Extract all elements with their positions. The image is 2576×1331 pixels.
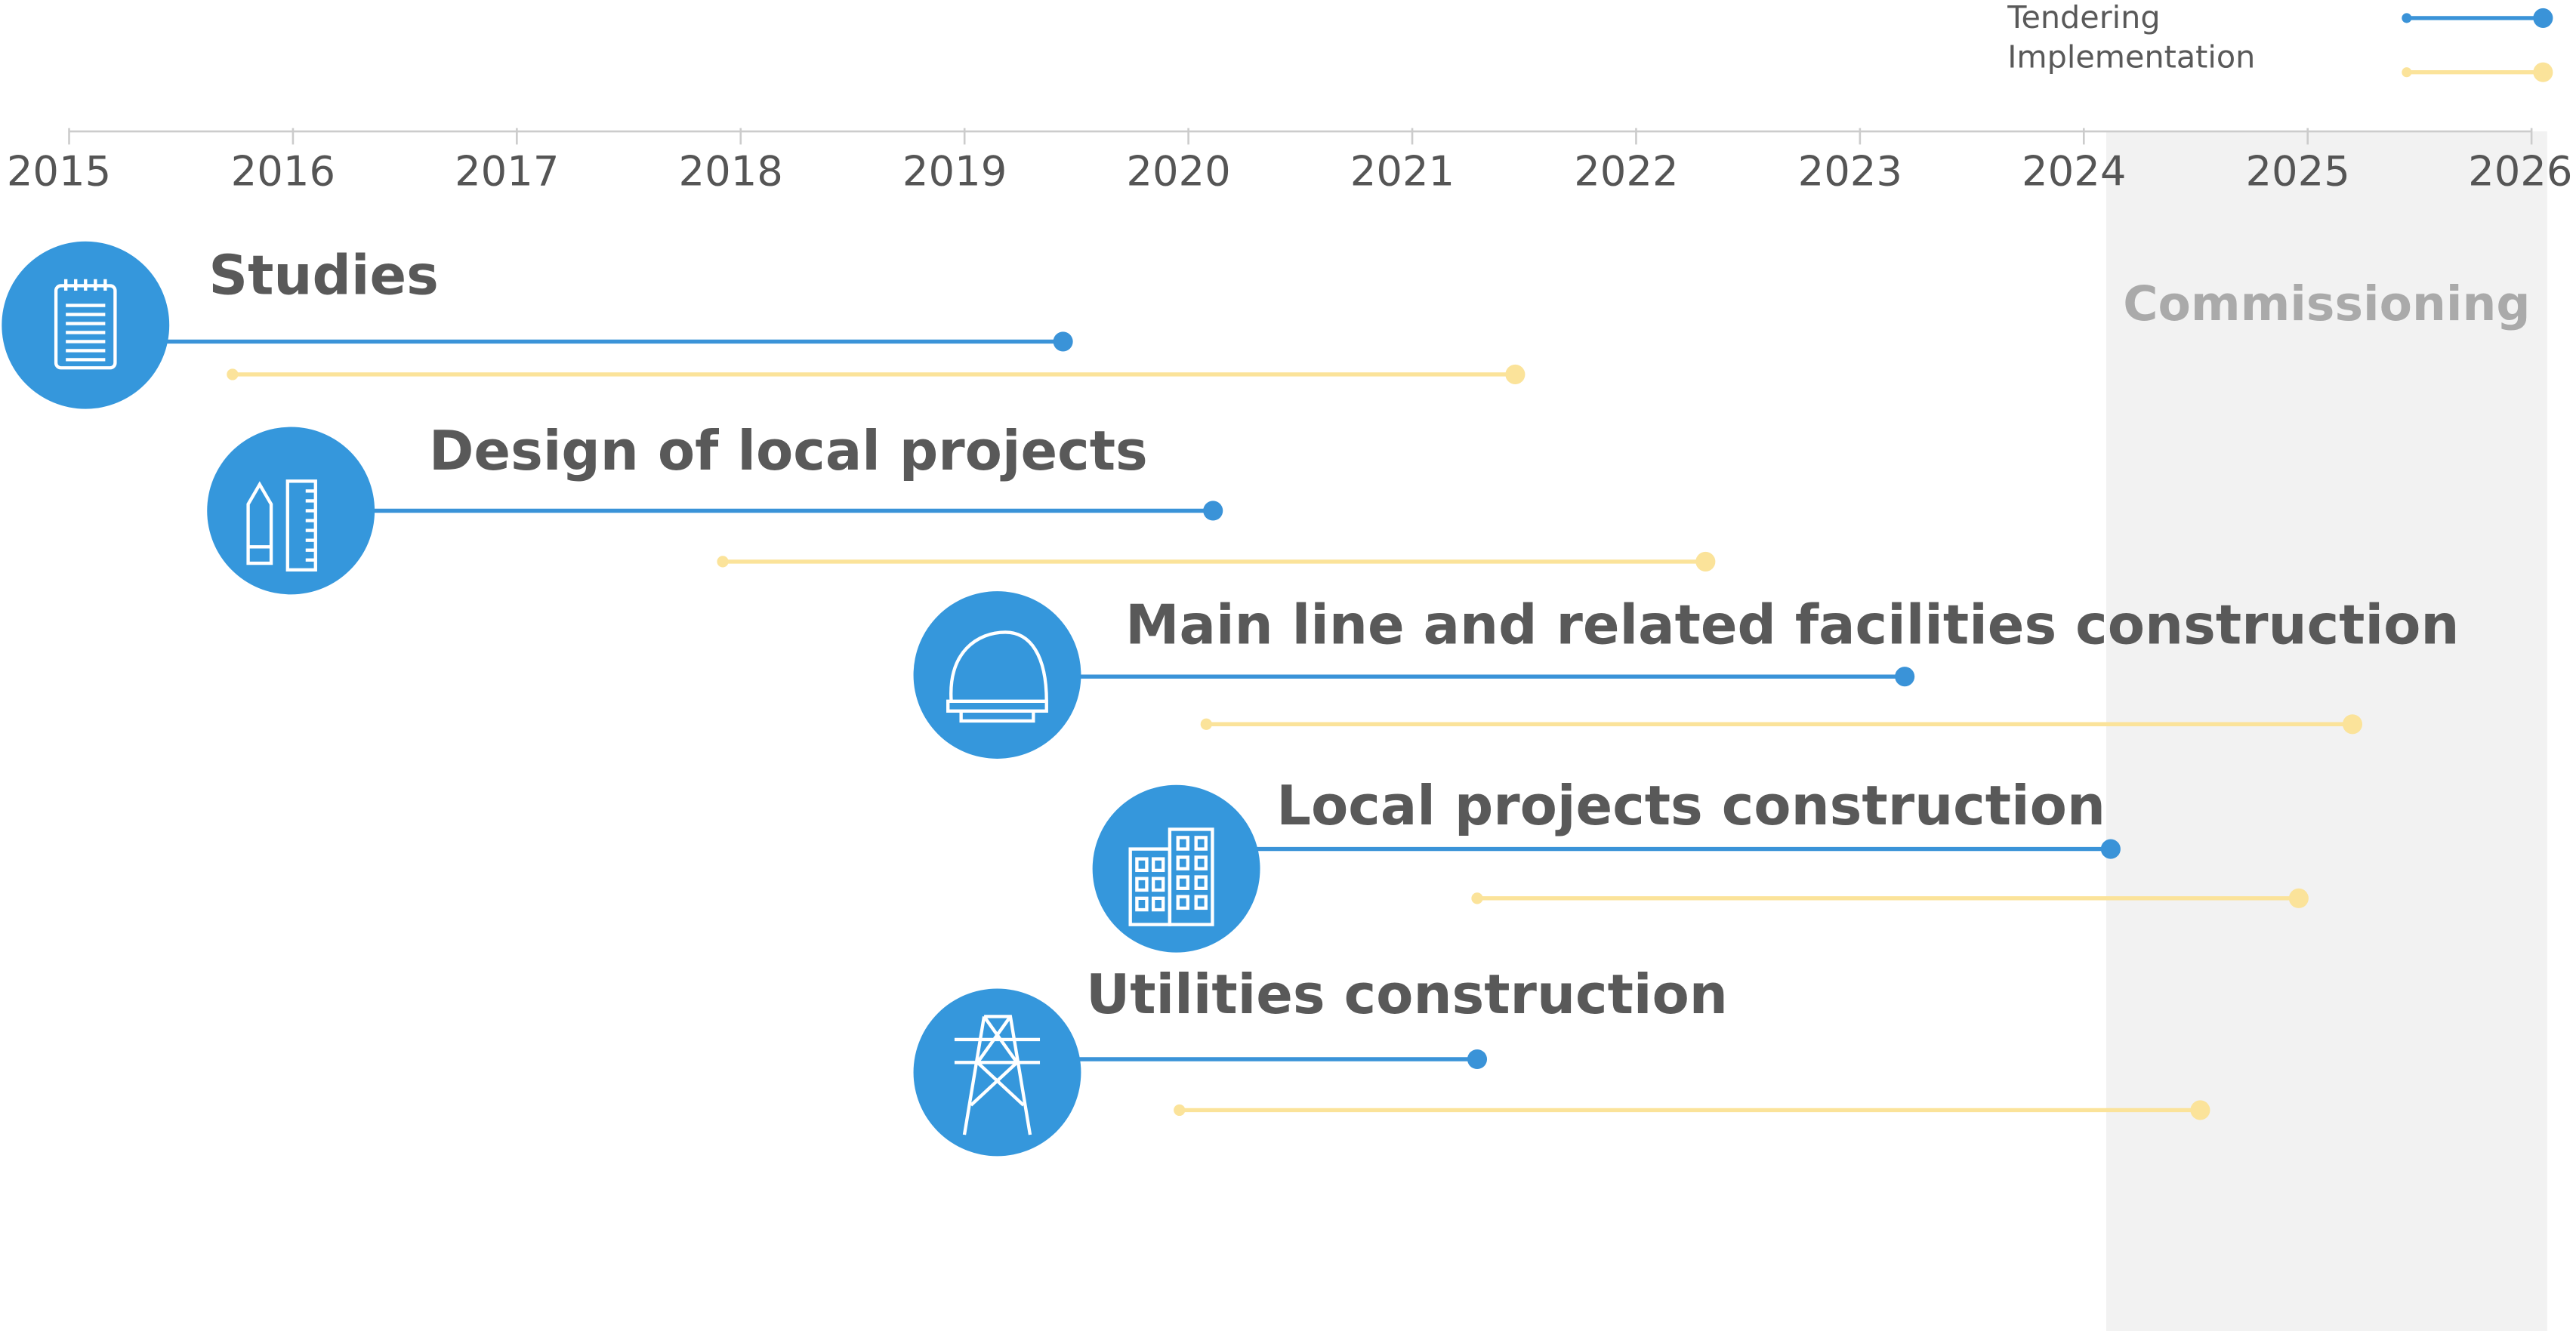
task-icon	[1092, 784, 1260, 953]
start-dot	[1200, 718, 1212, 730]
task-icon	[913, 988, 1081, 1157]
end-dot	[1895, 667, 1915, 687]
icon-shape	[954, 1015, 1041, 1135]
x-tick-label: 2026	[2468, 148, 2572, 196]
icon-circle	[913, 591, 1081, 759]
end-dot	[2100, 839, 2121, 859]
icon-shape	[1135, 896, 1149, 912]
task-icon	[913, 591, 1081, 759]
icon-shape	[946, 630, 1048, 723]
icon-shape	[1151, 896, 1165, 912]
task-label: Main line and related facilities constru…	[1125, 593, 2459, 657]
start-dot	[717, 556, 729, 568]
icon-shape	[1194, 875, 1208, 890]
icon-shape	[1168, 827, 1214, 926]
x-tick-label: 2024	[2022, 148, 2126, 196]
icon-shape	[1151, 877, 1165, 892]
end-dot	[1203, 501, 1223, 521]
icon-shape	[1194, 895, 1208, 910]
start-dot	[1174, 1104, 1186, 1117]
icon-shape	[1176, 855, 1189, 870]
task-label: Design of local projects	[429, 419, 1148, 482]
task-icon	[2, 241, 170, 409]
icon-shape	[1194, 855, 1208, 870]
icon-shape	[1176, 875, 1189, 890]
icon-shape	[1194, 836, 1208, 851]
icon-circle	[2, 241, 170, 409]
task-label: Studies	[208, 243, 438, 307]
icon-shape	[1135, 857, 1149, 873]
legend-label: Implementation	[2007, 39, 2255, 75]
icon-shape	[1135, 877, 1149, 892]
x-tick-label: 2023	[1798, 148, 1902, 196]
legend-label: Tendering	[2007, 0, 2160, 35]
legend-dot	[2533, 62, 2553, 82]
icon-circle	[913, 988, 1081, 1157]
x-tick-label: 2018	[679, 148, 783, 196]
icon-shape	[1176, 895, 1189, 910]
icon-shape	[246, 481, 273, 565]
legend-dot	[2402, 13, 2412, 23]
task-label: Local projects construction	[1276, 774, 2106, 837]
end-dot	[1695, 551, 1716, 572]
commissioning-label: Commissioning	[2123, 276, 2530, 331]
icon-circle	[1092, 784, 1260, 953]
x-tick-label: 2019	[902, 148, 1007, 196]
commissioning-band	[2106, 131, 2547, 1331]
end-dot	[1467, 1049, 1488, 1070]
legend-dot	[2533, 8, 2553, 28]
end-dot	[1505, 364, 1526, 384]
end-dot	[2190, 1100, 2210, 1120]
x-tick-label: 2016	[231, 148, 335, 196]
task-label: Utilities construction	[1086, 963, 1728, 1026]
icon-shape	[1176, 836, 1189, 851]
icon-shape	[1151, 857, 1165, 873]
task-icon	[207, 427, 375, 595]
x-tick-label: 2025	[2245, 148, 2349, 196]
x-tick-label: 2022	[1574, 148, 1678, 196]
x-tick-label: 2020	[1126, 148, 1230, 196]
end-dot	[2342, 714, 2363, 735]
end-dot	[1053, 331, 1073, 352]
x-tick-label: 2017	[455, 148, 559, 196]
start-dot	[1471, 892, 1483, 904]
x-tick-label: 2021	[1350, 148, 1455, 196]
x-tick-label: 2015	[7, 148, 111, 196]
icon-shape	[285, 479, 317, 572]
start-dot	[227, 368, 239, 381]
end-dot	[2288, 888, 2309, 908]
legend-dot	[2402, 67, 2412, 78]
